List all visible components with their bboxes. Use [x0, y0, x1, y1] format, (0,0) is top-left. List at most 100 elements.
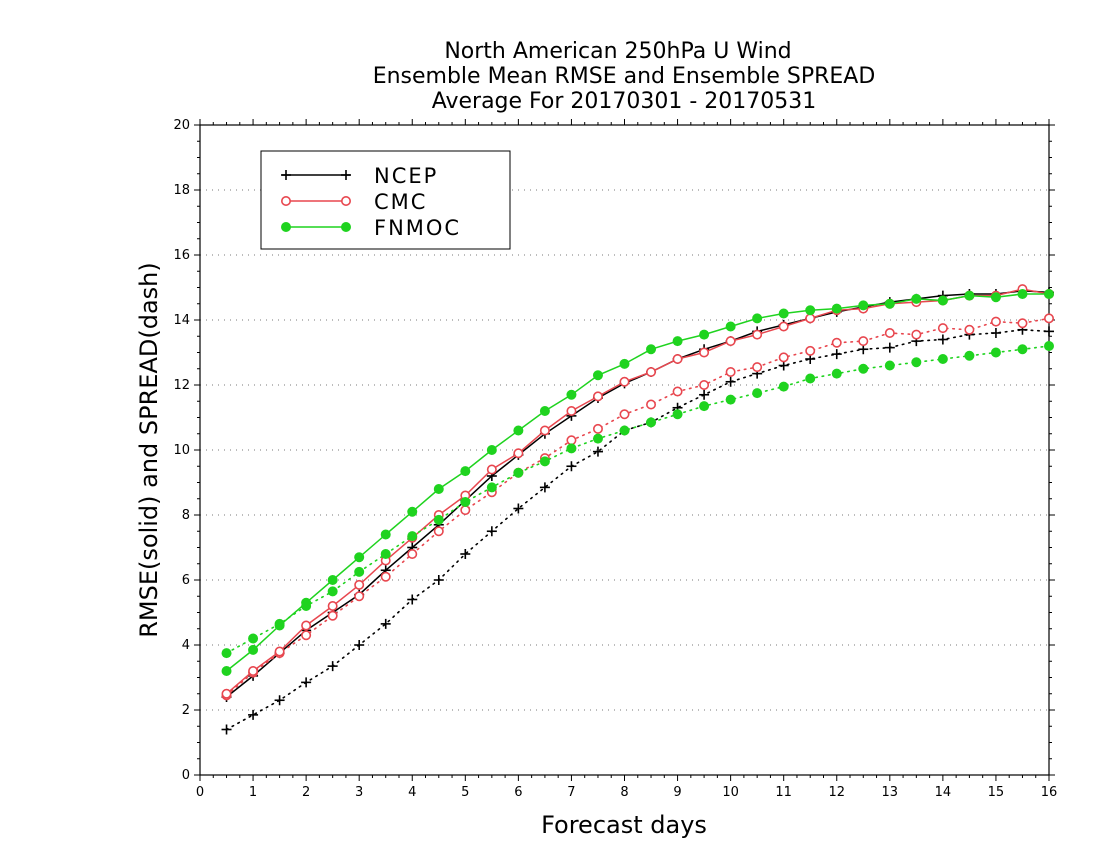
rmse-point-cmc — [301, 620, 312, 631]
spread-point-fnmoc — [672, 409, 683, 420]
rmse-point-fnmoc — [778, 308, 789, 319]
spread-point-fnmoc — [884, 360, 895, 371]
spread-point-ncep — [831, 349, 842, 360]
spread-point-ncep — [990, 328, 1001, 338]
legend-item-ncep: NCEP — [281, 164, 438, 188]
spread-point-ncep — [1044, 326, 1054, 337]
y-tick-label: 16 — [173, 248, 190, 263]
x-tick-label: 13 — [882, 785, 899, 800]
y-tick-label: 0 — [182, 768, 190, 783]
rmse-point-fnmoc — [566, 389, 577, 400]
x-tick-label: 10 — [722, 785, 739, 800]
spread-point-fnmoc — [513, 467, 524, 478]
rmse-point-fnmoc — [1044, 289, 1054, 299]
rmse-point-fnmoc — [274, 620, 285, 631]
spread-point-cmc — [858, 336, 869, 347]
spread-point-cmc — [619, 409, 630, 420]
rmse-point-cmc — [513, 448, 524, 459]
rmse-point-fnmoc — [858, 300, 869, 311]
legend-marker-fnmoc — [281, 222, 291, 232]
rmse-point-fnmoc — [646, 344, 657, 355]
spread-point-fnmoc — [990, 347, 1001, 358]
legend-marker-ncep — [281, 170, 291, 180]
spread-point-fnmoc — [221, 648, 232, 659]
x-tick-label: 2 — [302, 785, 310, 800]
spread-point-cmc — [592, 423, 603, 434]
chart-title-line-1: North American 250hPa U Wind — [444, 39, 791, 64]
x-tick-label: 12 — [828, 785, 845, 800]
rmse-point-fnmoc — [911, 293, 922, 304]
legend-label-cmc: CMC — [374, 190, 427, 214]
rmse-point-cmc — [248, 665, 259, 676]
spread-point-fnmoc — [539, 456, 550, 467]
legend-label-ncep: NCEP — [374, 164, 438, 188]
y-tick-label: 12 — [173, 378, 190, 393]
rmse-point-cmc — [805, 313, 816, 324]
x-tick-label: 3 — [355, 785, 363, 800]
spread-point-cmc — [327, 610, 338, 621]
y-tick-label: 14 — [173, 313, 190, 328]
rmse-point-fnmoc — [354, 552, 365, 563]
spread-point-cmc — [831, 337, 842, 348]
rmse-point-fnmoc — [699, 329, 710, 340]
x-tick-label: 4 — [408, 785, 416, 800]
rmse-point-fnmoc — [725, 321, 736, 332]
y-tick-label: 10 — [173, 443, 190, 458]
y-axis-label: RMSE(solid) and SPREAD(dash) — [135, 262, 163, 638]
legend-marker-cmc — [280, 196, 291, 207]
spread-point-ncep — [566, 461, 577, 472]
rmse-point-cmc — [566, 405, 577, 416]
spread-point-fnmoc — [911, 357, 922, 368]
spread-point-fnmoc — [566, 443, 577, 454]
rmse-point-fnmoc — [513, 425, 524, 436]
rmse-point-fnmoc — [486, 445, 497, 455]
spread-point-ncep — [221, 724, 232, 735]
spread-point-fnmoc — [858, 363, 869, 374]
spread-point-fnmoc — [1017, 344, 1028, 355]
spread-point-cmc — [646, 399, 657, 410]
legend-item-fnmoc: FNMOC — [281, 216, 459, 240]
rmse-point-fnmoc — [380, 529, 391, 540]
spread-point-cmc — [937, 323, 948, 334]
rmse-point-cmc — [778, 321, 789, 332]
spread-point-fnmoc — [778, 381, 789, 392]
spread-point-fnmoc — [725, 394, 736, 405]
spread-point-ncep — [539, 482, 550, 493]
spread-point-ncep — [725, 376, 736, 387]
x-tick-label: 16 — [1041, 785, 1058, 800]
rmse-point-fnmoc — [619, 358, 630, 369]
x-tick-label: 1 — [249, 785, 257, 800]
spread-point-fnmoc — [486, 482, 497, 493]
y-tick-label: 2 — [182, 703, 190, 718]
spread-point-fnmoc — [380, 549, 391, 559]
spread-point-fnmoc — [831, 368, 842, 379]
x-tick-label: 8 — [620, 785, 628, 800]
spread-point-ncep — [407, 594, 418, 605]
x-tick-label: 7 — [567, 785, 575, 800]
spread-point-ncep — [301, 677, 312, 688]
y-tick-label: 18 — [173, 183, 190, 198]
spread-point-cmc — [672, 386, 683, 397]
spread-point-cmc — [752, 362, 763, 373]
x-tick-label: 9 — [673, 785, 681, 800]
spread-point-fnmoc — [248, 633, 259, 644]
spread-point-fnmoc — [407, 531, 418, 542]
spread-point-cmc — [884, 327, 895, 338]
chart-title-line-2: Ensemble Mean RMSE and Ensemble SPREAD — [373, 64, 876, 89]
spread-point-fnmoc — [1044, 341, 1054, 351]
spread-point-ncep — [884, 342, 895, 353]
spread-point-cmc — [911, 329, 922, 340]
spread-point-fnmoc — [433, 514, 444, 525]
spread-point-cmc — [566, 435, 577, 446]
legend-marker-ncep — [341, 170, 351, 180]
spread-point-fnmoc — [460, 497, 471, 507]
spread-point-ncep — [327, 661, 338, 672]
rmse-point-fnmoc — [831, 303, 842, 314]
spread-point-ncep — [433, 575, 444, 585]
spread-point-fnmoc — [646, 417, 657, 428]
spread-point-cmc — [699, 379, 710, 390]
spread-point-fnmoc — [964, 350, 975, 361]
chart-title-line-3: Average For 20170301 - 20170531 — [432, 89, 817, 114]
spread-point-fnmoc — [699, 401, 710, 412]
